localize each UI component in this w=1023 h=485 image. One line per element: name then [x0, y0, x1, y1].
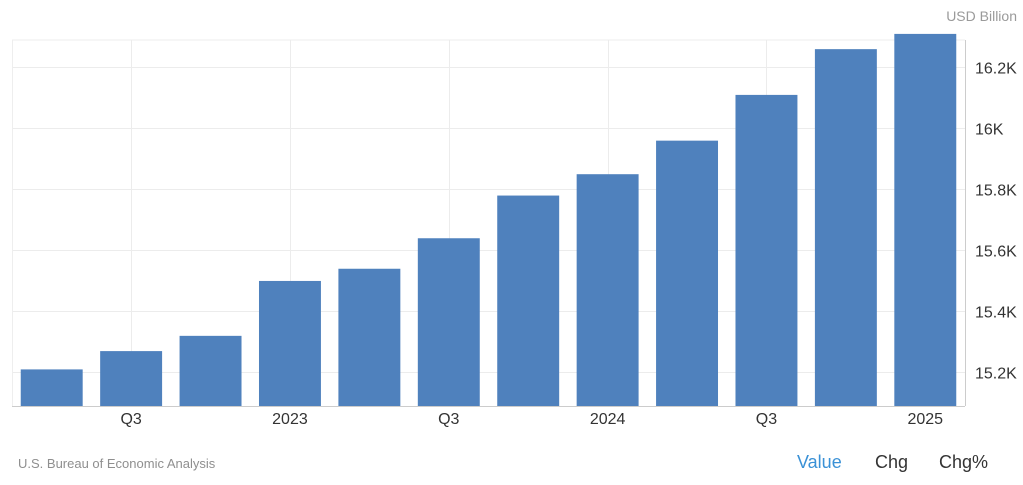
unit-label: USD Billion: [946, 8, 1017, 24]
x-tick-label: Q3: [438, 411, 459, 428]
x-tick-label: 2024: [590, 411, 626, 428]
bar: [258, 280, 321, 406]
axes: [12, 40, 966, 407]
y-tick-label: 15.2K: [975, 366, 1017, 383]
bar: [894, 33, 957, 407]
bar: [338, 268, 401, 406]
bar: [656, 140, 719, 406]
x-tick-label: Q3: [120, 411, 141, 428]
bars: [20, 33, 957, 407]
bar: [20, 369, 83, 406]
bar: [100, 351, 163, 406]
source-credit: U.S. Bureau of Economic Analysis: [18, 456, 216, 471]
bar: [814, 49, 877, 407]
y-tick-label: 15.6K: [975, 244, 1017, 261]
bar-chart: 15.2K 15.4K 15.6K 15.8K 16K 16.2K Q3 2023 Q3 2024…: [12, 33, 1017, 429]
bar: [497, 195, 560, 406]
y-tick-label: 15.4K: [975, 305, 1017, 322]
x-tick-label: 2025: [907, 411, 943, 428]
tab-chg-percent[interactable]: Chg%: [939, 452, 989, 472]
y-tick-label: 16.2K: [975, 61, 1017, 78]
view-tabs: Value Chg Chg%: [0, 452, 1023, 474]
bar: [576, 174, 639, 406]
tick-labels: 15.2K 15.4K 15.6K 15.8K 16K 16.2K Q3 2023 Q3 2024…: [120, 61, 1017, 429]
x-tick-label: Q3: [756, 411, 777, 428]
y-tick-label: 15.8K: [975, 183, 1017, 200]
tab-value[interactable]: Value: [797, 452, 842, 472]
bar: [179, 335, 242, 406]
y-tick-label: 16K: [975, 122, 1004, 139]
bar: [735, 94, 798, 407]
tab-chg[interactable]: Chg: [875, 452, 909, 472]
x-tick-label: 2023: [272, 411, 308, 428]
bar: [417, 238, 480, 406]
